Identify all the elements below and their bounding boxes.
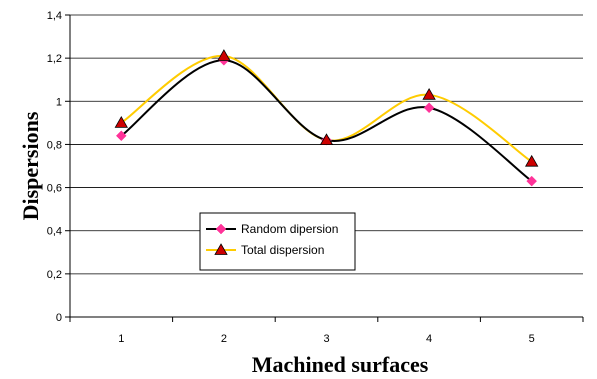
- y-tick-label: 1,4: [47, 10, 62, 22]
- data-point-series-1: [115, 130, 127, 142]
- series-line-2: [120, 54, 533, 163]
- data-point-series-2: [114, 116, 128, 128]
- data-point-series-1: [526, 175, 538, 187]
- y-tick-label: 0,4: [47, 226, 62, 238]
- y-tick-label: 0,6: [47, 183, 62, 195]
- series-lines: [120, 54, 533, 182]
- series-markers: [114, 49, 539, 187]
- legend: Random dipersion Total dispersion: [199, 212, 356, 271]
- grid-lines: [70, 14, 583, 275]
- legend-label: Random dipersion: [241, 222, 338, 236]
- data-point-series-1: [423, 102, 435, 114]
- series-line-1: [120, 59, 533, 182]
- y-tick-label: 0,8: [47, 139, 62, 151]
- data-point-series-2: [319, 133, 334, 146]
- x-tick-labels: 1 2 3 4 5: [118, 333, 535, 345]
- x-axis-title: Machined surfaces: [252, 352, 429, 377]
- y-tick-label: 0: [56, 312, 62, 324]
- x-tick-label: 1: [118, 333, 124, 345]
- x-tick-label: 3: [323, 333, 329, 345]
- data-point-series-2: [217, 49, 231, 61]
- legend-marker: [215, 223, 227, 235]
- x-tick-label: 4: [426, 333, 432, 345]
- legend-marker: [214, 243, 228, 255]
- axes: [65, 14, 584, 322]
- y-axis-title: Dispersions: [18, 111, 43, 220]
- data-point-series-2: [525, 154, 539, 167]
- legend-label: Total dispersion: [241, 243, 324, 257]
- y-tick-label: 1: [56, 96, 62, 108]
- y-tick-label: 1,2: [47, 53, 62, 65]
- x-tick-label: 5: [529, 333, 535, 345]
- y-tick-labels: 0 0,2 0,4 0,6 0,8 1 1,2 1,4: [47, 10, 62, 324]
- data-point-series-2: [422, 88, 436, 100]
- x-tick-label: 2: [221, 333, 227, 345]
- y-tick-label: 0,2: [47, 269, 62, 281]
- legend-box: [199, 212, 356, 271]
